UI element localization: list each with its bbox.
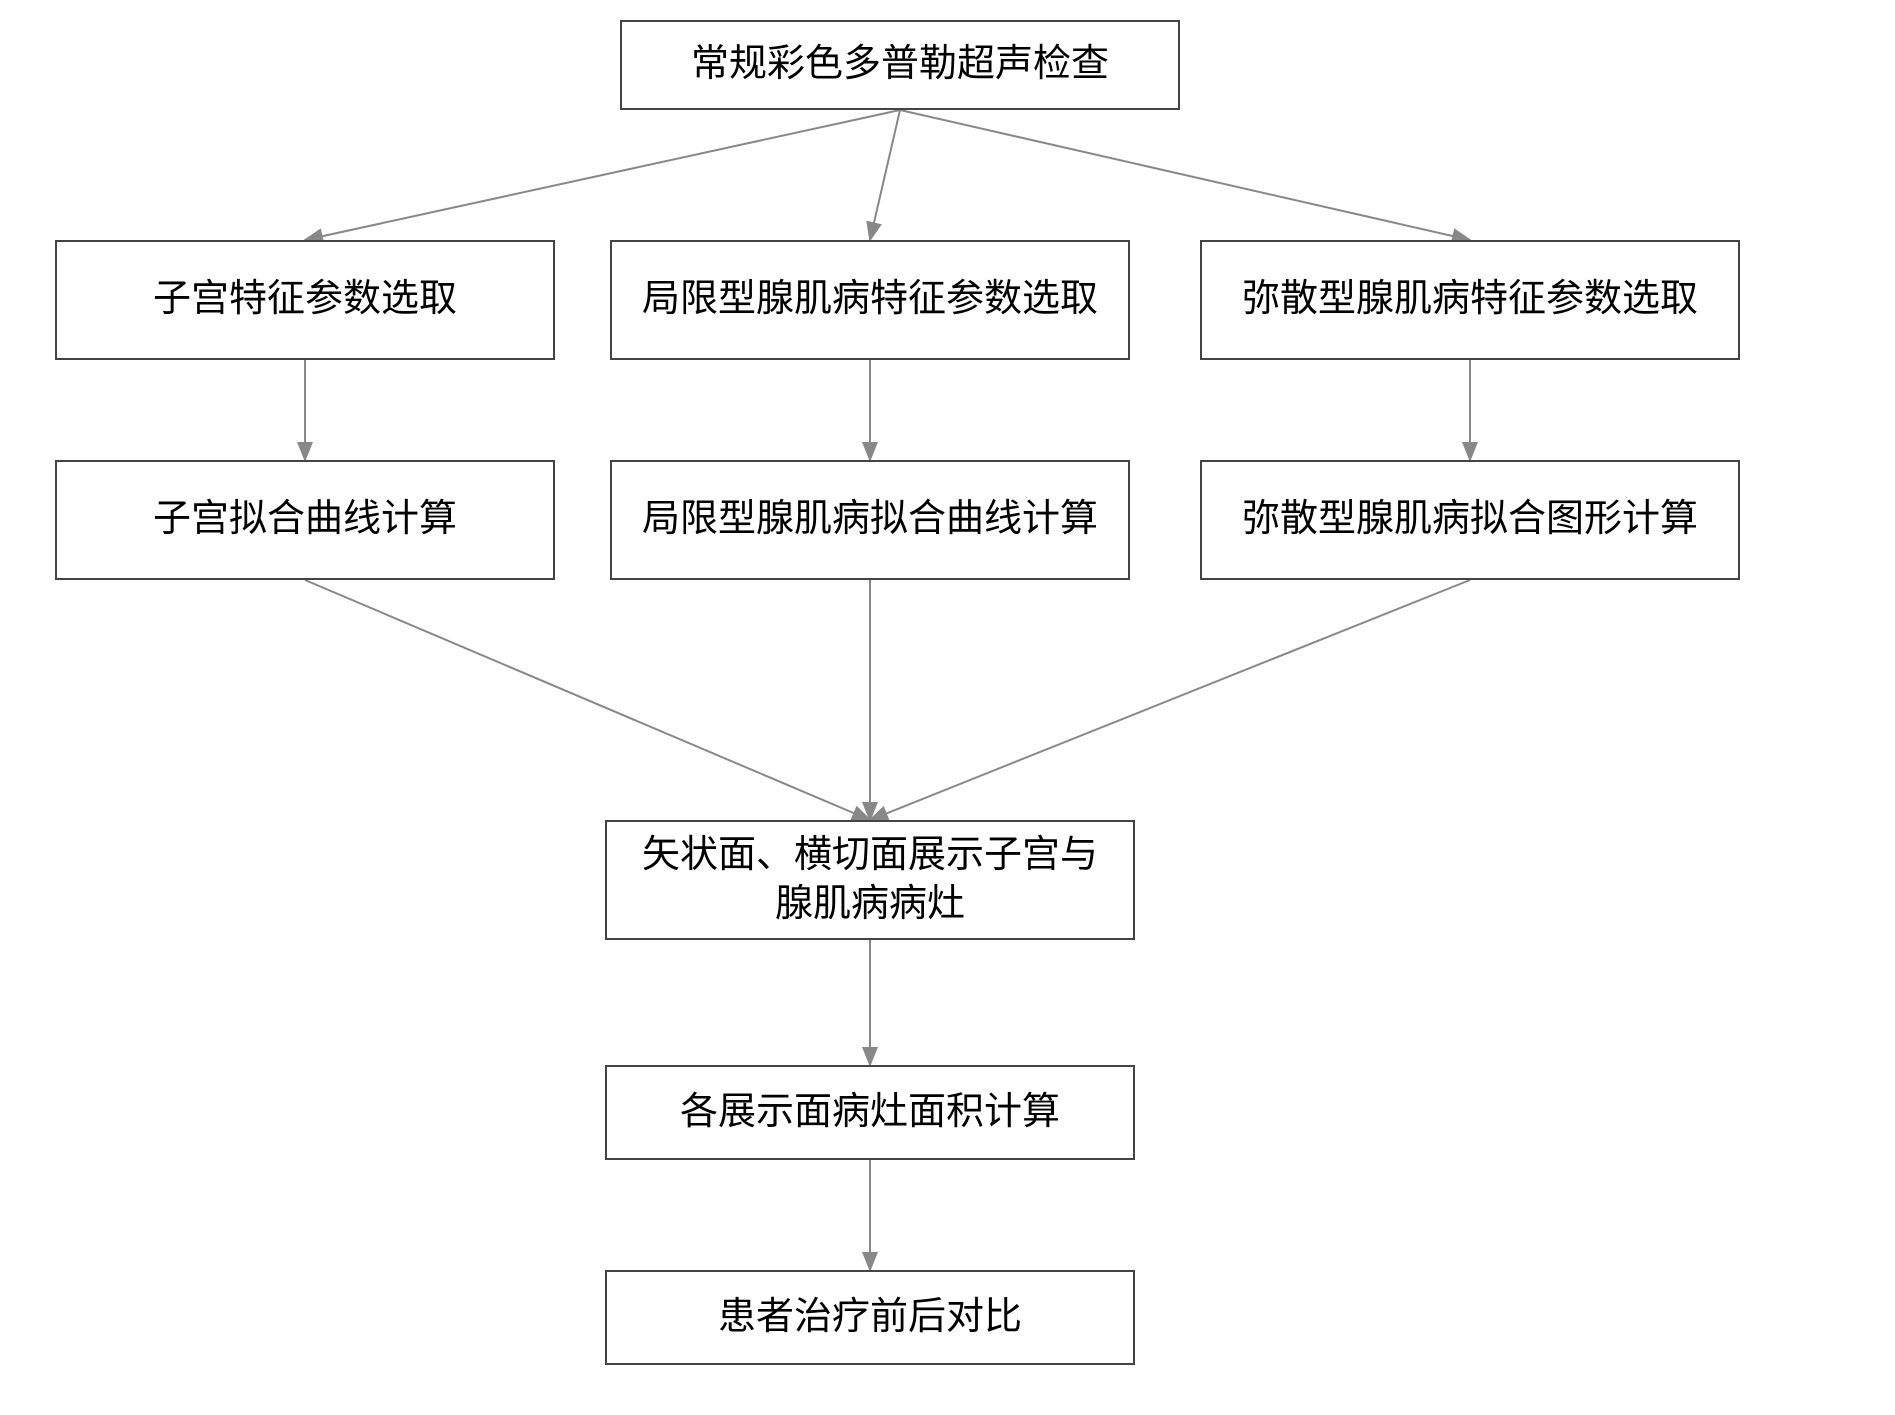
node-label: 局限型腺肌病拟合曲线计算 bbox=[642, 495, 1098, 544]
node-label: 矢状面、横切面展示子宫与腺肌病病灶 bbox=[627, 831, 1113, 930]
flowchart-node-l1c: 弥散型腺肌病特征参数选取 bbox=[1200, 240, 1740, 360]
flowchart-node-top: 常规彩色多普勒超声检查 bbox=[620, 20, 1180, 110]
flowchart-edges bbox=[0, 0, 1895, 1415]
flowchart-node-l2c: 弥散型腺肌病拟合图形计算 bbox=[1200, 460, 1740, 580]
flowchart-node-area: 各展示面病灶面积计算 bbox=[605, 1065, 1135, 1160]
flowchart-node-l1b: 局限型腺肌病特征参数选取 bbox=[610, 240, 1130, 360]
edge-l2a-merge bbox=[305, 580, 870, 820]
node-label: 子宫特征参数选取 bbox=[153, 275, 457, 324]
edge-top-l1a bbox=[305, 110, 900, 240]
node-label: 子宫拟合曲线计算 bbox=[153, 495, 457, 544]
node-label: 局限型腺肌病特征参数选取 bbox=[642, 275, 1098, 324]
node-label: 弥散型腺肌病拟合图形计算 bbox=[1242, 495, 1698, 544]
flowchart-node-merge: 矢状面、横切面展示子宫与腺肌病病灶 bbox=[605, 820, 1135, 940]
flowchart-node-l2a: 子宫拟合曲线计算 bbox=[55, 460, 555, 580]
node-label: 弥散型腺肌病特征参数选取 bbox=[1242, 275, 1698, 324]
flowchart-node-l2b: 局限型腺肌病拟合曲线计算 bbox=[610, 460, 1130, 580]
edge-top-l1b bbox=[870, 110, 900, 240]
node-label: 各展示面病灶面积计算 bbox=[680, 1088, 1060, 1137]
edge-top-l1c bbox=[900, 110, 1470, 240]
node-label: 患者治疗前后对比 bbox=[718, 1293, 1022, 1342]
flowchart-node-compare: 患者治疗前后对比 bbox=[605, 1270, 1135, 1365]
node-label: 常规彩色多普勒超声检查 bbox=[691, 40, 1109, 89]
edge-l2c-merge bbox=[870, 580, 1470, 820]
flowchart-node-l1a: 子宫特征参数选取 bbox=[55, 240, 555, 360]
